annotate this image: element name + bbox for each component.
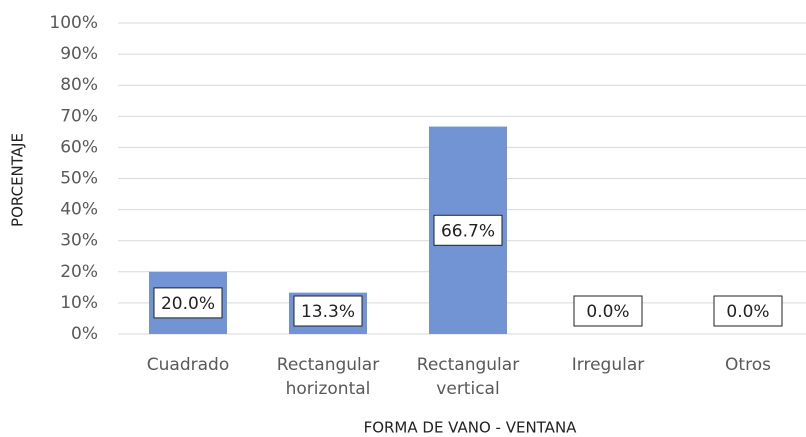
value-label: 20.0% <box>161 294 215 314</box>
value-label: 0.0% <box>726 302 769 322</box>
y-axis-title: PORCENTAJE <box>9 133 27 227</box>
x-tick-label: Cuadrado <box>146 355 230 375</box>
x-tick-label: Rectangular horizontal <box>276 355 380 399</box>
value-label: 0.0% <box>586 302 629 322</box>
x-tick-label: Irregular <box>571 355 645 375</box>
y-tick-label: 20% <box>60 262 98 282</box>
value-label-box <box>293 295 363 327</box>
y-tick-label: 90% <box>60 44 98 64</box>
value-label: 13.3% <box>301 302 355 322</box>
x-tick-label: Otros <box>725 355 771 375</box>
y-tick-label: 40% <box>60 200 98 220</box>
value-label-box <box>713 295 783 327</box>
y-tick-label: 70% <box>60 106 98 126</box>
y-tick-label: 10% <box>60 293 98 313</box>
y-tick-label: 80% <box>60 75 98 95</box>
value-label-box <box>573 295 643 327</box>
value-label: 66.7% <box>441 221 495 241</box>
y-tick-label: 100% <box>49 13 98 33</box>
y-tick-label: 30% <box>60 231 98 251</box>
x-tick-label: Rectangular vertical <box>416 355 520 399</box>
y-tick-label: 0% <box>71 324 98 344</box>
x-axis-title: FORMA DE VANO - VENTANA <box>364 419 578 437</box>
value-label-box <box>433 214 503 246</box>
y-tick-label: 50% <box>60 169 98 189</box>
y-tick-label: 60% <box>60 137 98 157</box>
value-label-box <box>153 287 223 319</box>
